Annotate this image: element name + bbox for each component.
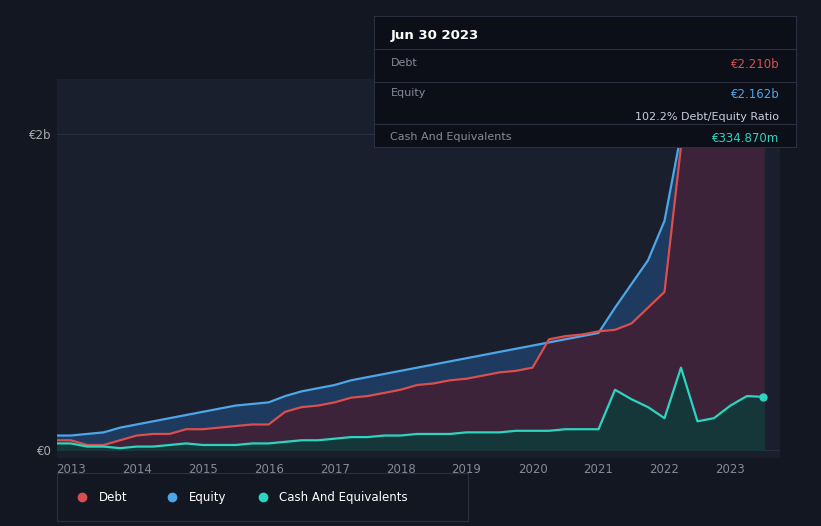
Text: Equity: Equity <box>391 88 426 98</box>
Text: Equity: Equity <box>189 491 227 503</box>
Text: €2.162b: €2.162b <box>731 88 779 101</box>
Text: Debt: Debt <box>391 58 417 68</box>
Text: €334.870m: €334.870m <box>712 132 779 145</box>
Text: Cash And Equivalents: Cash And Equivalents <box>391 132 512 141</box>
Text: Jun 30 2023: Jun 30 2023 <box>391 29 479 42</box>
Text: Cash And Equivalents: Cash And Equivalents <box>279 491 408 503</box>
Text: 102.2% Debt/Equity Ratio: 102.2% Debt/Equity Ratio <box>635 112 779 122</box>
Text: Debt: Debt <box>99 491 127 503</box>
Text: €2.210b: €2.210b <box>731 58 779 71</box>
